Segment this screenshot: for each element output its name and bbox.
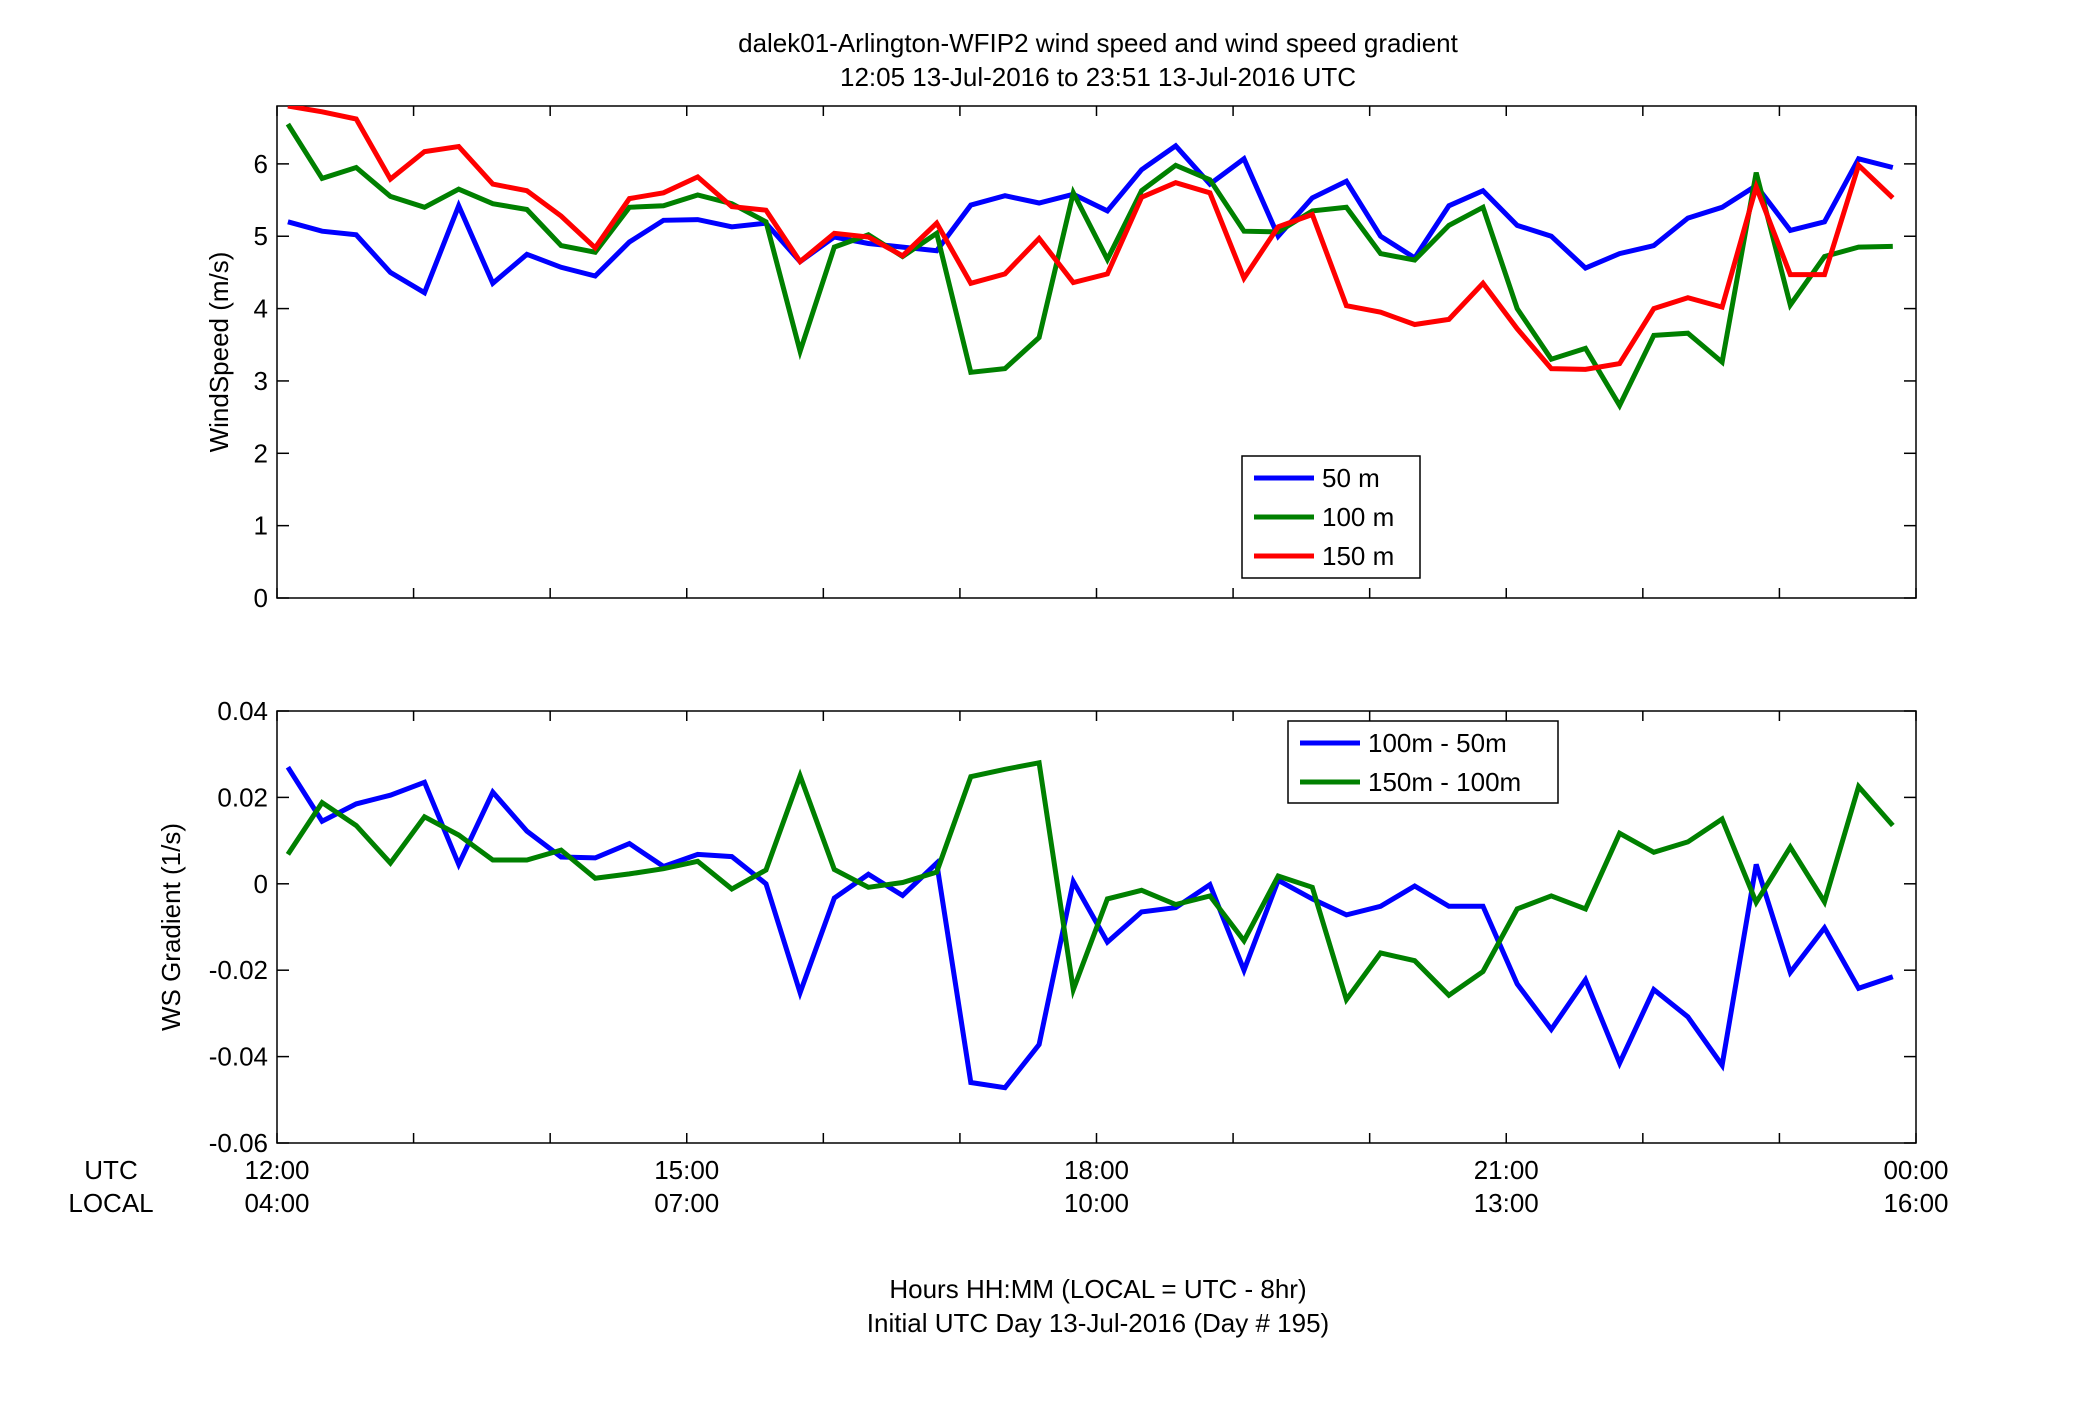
series-line-150-m xyxy=(287,106,1895,372)
y-tick-label: 3 xyxy=(254,366,268,396)
legend-entry-150-m: 150 m xyxy=(1322,541,1394,571)
series-line-100-m xyxy=(285,122,1893,411)
y-tick-label: 0 xyxy=(254,583,268,613)
series-line-150m-100m xyxy=(285,759,1895,1006)
x-tick-label-utc: 21:00 xyxy=(1474,1155,1539,1185)
x-axis-label-line2: Initial UTC Day 13-Jul-2016 (Day # 195) xyxy=(867,1308,1329,1338)
legend: 50 m 100 m 150 m xyxy=(1241,455,1421,579)
x-tick-label-utc: 00:00 xyxy=(1883,1155,1948,1185)
legend: 100m - 50m 150m - 100m xyxy=(1287,720,1559,804)
legend-entry-100m-50m: 100m - 50m xyxy=(1368,728,1507,758)
x-tick-label-local: 13:00 xyxy=(1474,1188,1539,1218)
x-tick-label-local: 16:00 xyxy=(1883,1188,1948,1218)
y-tick-label: 1 xyxy=(254,511,268,541)
row-label-utc: UTC xyxy=(84,1155,137,1185)
y-tick-label: 0 xyxy=(254,869,268,899)
x-axis-label-line1: Hours HH:MM (LOCAL = UTC - 8hr) xyxy=(889,1274,1306,1304)
chart-title-line1: dalek01-Arlington-WFIP2 wind speed and w… xyxy=(738,28,1459,58)
x-tick-label-utc: 15:00 xyxy=(654,1155,719,1185)
gradient-panel: -0.06 -0.04 -0.02 0 0.02 0.04 WS Gradient (1/s… xyxy=(156,696,1917,1158)
plot-frame xyxy=(276,105,1917,599)
windspeed-panel: 0 1 2 3 4 5 6 WindSpeed (m/s) 50 m 100 m 150 m xyxy=(204,105,1917,613)
legend-box xyxy=(1287,720,1559,804)
legend-entry-150m-100m: 150m - 100m xyxy=(1368,767,1521,797)
y-tick-label: -0.02 xyxy=(209,955,268,985)
legend-entry-50-m: 50 m xyxy=(1322,463,1380,493)
row-label-local: LOCAL xyxy=(68,1188,153,1218)
y-tick-label: 4 xyxy=(254,294,268,324)
series-group xyxy=(285,759,1895,1091)
x-tick-label-local: 07:00 xyxy=(654,1188,719,1218)
y-tick-label: -0.04 xyxy=(209,1042,268,1072)
chart-title-line2: 12:05 13-Jul-2016 to 23:51 13-Jul-2016 U… xyxy=(840,62,1356,92)
x-tick-label-local: 04:00 xyxy=(244,1188,309,1218)
legend-entry-100-m: 100 m xyxy=(1322,502,1394,532)
y-axis-label: WindSpeed (m/s) xyxy=(204,252,234,453)
y-tick-label: -0.06 xyxy=(209,1128,268,1158)
x-tick-label-utc: 18:00 xyxy=(1064,1155,1129,1185)
y-tick-label: 0.04 xyxy=(217,696,268,726)
y-axis-label: WS Gradient (1/s) xyxy=(156,823,186,1031)
x-tick-label-utc: 12:00 xyxy=(244,1155,309,1185)
y-tick-label: 2 xyxy=(254,438,268,468)
y-tick-label: 0.02 xyxy=(217,782,268,812)
series-group xyxy=(285,106,1895,411)
series-line-50-m xyxy=(287,142,1894,297)
x-tick-label-local: 10:00 xyxy=(1064,1188,1129,1218)
y-tick-label: 5 xyxy=(254,221,268,251)
y-tick-label: 6 xyxy=(254,149,268,179)
